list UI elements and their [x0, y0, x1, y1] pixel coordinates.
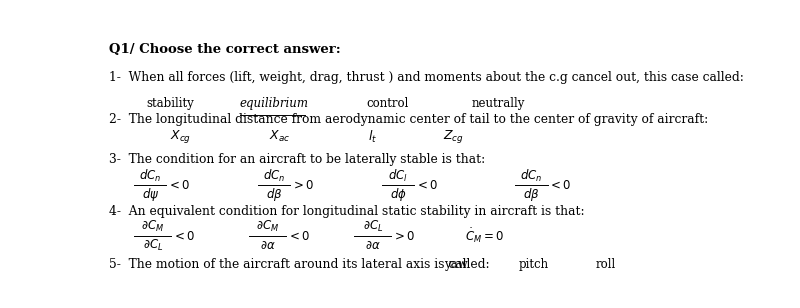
- Text: $< 0$: $< 0$: [172, 230, 195, 243]
- Text: neutrally: neutrally: [472, 97, 526, 111]
- Text: $\partial C_L$: $\partial C_L$: [142, 238, 163, 253]
- Text: control: control: [366, 97, 409, 111]
- Text: 1-  When all forces (lift, weight, drag, thrust ) and moments about the c.g canc: 1- When all forces (lift, weight, drag, …: [110, 71, 744, 84]
- Text: roll: roll: [596, 257, 616, 270]
- Text: $< 0$: $< 0$: [415, 179, 438, 192]
- Text: $\partial \alpha$: $\partial \alpha$: [365, 239, 381, 252]
- Text: Q1/ Choose the correct answer:: Q1/ Choose the correct answer:: [110, 43, 341, 56]
- Text: $X_{ac}$: $X_{ac}$: [270, 129, 290, 144]
- Text: $> 0$: $> 0$: [291, 179, 314, 192]
- Text: stability: stability: [146, 97, 194, 111]
- Text: $\partial C_M$: $\partial C_M$: [256, 219, 279, 234]
- Text: $Z_{cg}$: $Z_{cg}$: [443, 128, 464, 145]
- Text: 3-  The condition for an aircraft to be laterally stable is that:: 3- The condition for an aircraft to be l…: [110, 153, 486, 166]
- Text: 5-  The motion of the aircraft around its lateral axis is called:: 5- The motion of the aircraft around its…: [110, 257, 490, 270]
- Text: $l_t$: $l_t$: [368, 128, 378, 145]
- Text: $dC_n$: $dC_n$: [263, 168, 286, 184]
- Text: $\partial \alpha$: $\partial \alpha$: [259, 239, 275, 252]
- Text: 2-  The longitudinal distance from aerodynamic center of tail to the center of g: 2- The longitudinal distance from aerody…: [110, 113, 709, 126]
- Text: $< 0$: $< 0$: [167, 179, 190, 192]
- Text: $> 0$: $> 0$: [392, 230, 415, 243]
- Text: $\dot{C}_M = 0$: $\dot{C}_M = 0$: [465, 227, 504, 245]
- Text: $dC_n$: $dC_n$: [139, 168, 162, 184]
- Text: $< 0$: $< 0$: [286, 230, 310, 243]
- Text: $d\beta$: $d\beta$: [523, 186, 540, 203]
- Text: $d\phi$: $d\phi$: [390, 186, 406, 203]
- Text: $dC_n$: $dC_n$: [520, 168, 542, 184]
- Text: $d\psi$: $d\psi$: [142, 186, 159, 203]
- Text: 4-  An equivalent condition for longitudinal static stability in aircraft is tha: 4- An equivalent condition for longitudi…: [110, 205, 585, 218]
- Text: $\partial C_M$: $\partial C_M$: [141, 219, 164, 234]
- Text: $< 0$: $< 0$: [548, 179, 571, 192]
- Text: yaw: yaw: [444, 257, 468, 270]
- Text: $\partial C_L$: $\partial C_L$: [362, 219, 383, 234]
- Text: $dC_l$: $dC_l$: [388, 168, 408, 184]
- Text: pitch: pitch: [518, 257, 549, 270]
- Text: equilibrium: equilibrium: [239, 97, 309, 111]
- Text: $X_{cg}$: $X_{cg}$: [170, 128, 191, 145]
- Text: $d\beta$: $d\beta$: [266, 186, 282, 203]
